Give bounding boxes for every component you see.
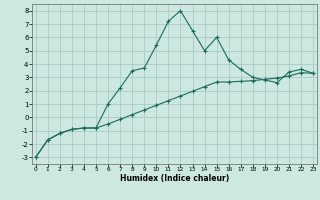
X-axis label: Humidex (Indice chaleur): Humidex (Indice chaleur) bbox=[120, 174, 229, 183]
